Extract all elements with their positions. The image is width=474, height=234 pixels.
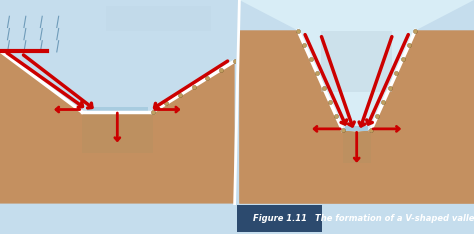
Polygon shape: [87, 107, 148, 112]
Polygon shape: [0, 51, 235, 204]
Text: The formation of a V-shaped valley.: The formation of a V-shaped valley.: [315, 214, 474, 223]
Polygon shape: [239, 30, 474, 204]
Polygon shape: [239, 0, 474, 132]
Text: Figure 1.11: Figure 1.11: [253, 214, 307, 223]
Polygon shape: [82, 112, 153, 153]
FancyBboxPatch shape: [106, 6, 211, 30]
Polygon shape: [343, 130, 371, 163]
FancyBboxPatch shape: [237, 205, 322, 233]
FancyBboxPatch shape: [321, 30, 392, 91]
Polygon shape: [345, 126, 368, 131]
Polygon shape: [239, 30, 474, 204]
